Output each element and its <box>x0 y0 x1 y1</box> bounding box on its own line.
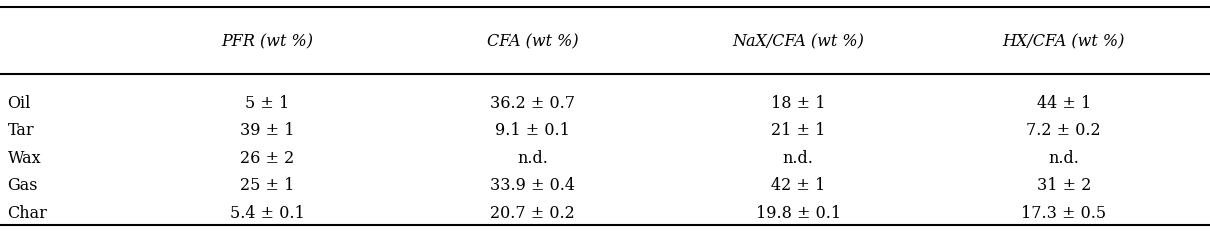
Text: 21 ± 1: 21 ± 1 <box>771 122 825 139</box>
Text: Char: Char <box>7 204 47 221</box>
Text: Tar: Tar <box>7 122 34 139</box>
Text: Gas: Gas <box>7 177 38 194</box>
Text: Oil: Oil <box>7 94 30 111</box>
Text: 39 ± 1: 39 ± 1 <box>240 122 294 139</box>
Text: 44 ± 1: 44 ± 1 <box>1037 94 1091 111</box>
Text: 9.1 ± 0.1: 9.1 ± 0.1 <box>495 122 570 139</box>
Text: 42 ± 1: 42 ± 1 <box>771 177 825 194</box>
Text: 5 ± 1: 5 ± 1 <box>244 94 289 111</box>
Text: 33.9 ± 0.4: 33.9 ± 0.4 <box>490 177 575 194</box>
Text: n.d.: n.d. <box>1048 149 1079 166</box>
Text: n.d.: n.d. <box>517 149 548 166</box>
Text: NaX/CFA (wt %): NaX/CFA (wt %) <box>732 33 864 50</box>
Text: CFA (wt %): CFA (wt %) <box>486 33 578 50</box>
Text: Wax: Wax <box>7 149 41 166</box>
Text: 19.8 ± 0.1: 19.8 ± 0.1 <box>755 204 841 221</box>
Text: 20.7 ± 0.2: 20.7 ± 0.2 <box>490 204 575 221</box>
Text: PFR (wt %): PFR (wt %) <box>221 33 313 50</box>
Text: 26 ± 2: 26 ± 2 <box>240 149 294 166</box>
Text: 17.3 ± 0.5: 17.3 ± 0.5 <box>1021 204 1106 221</box>
Text: 18 ± 1: 18 ± 1 <box>771 94 825 111</box>
Text: HX/CFA (wt %): HX/CFA (wt %) <box>1003 33 1125 50</box>
Text: 5.4 ± 0.1: 5.4 ± 0.1 <box>230 204 305 221</box>
Text: n.d.: n.d. <box>783 149 813 166</box>
Text: 25 ± 1: 25 ± 1 <box>240 177 294 194</box>
Text: 31 ± 2: 31 ± 2 <box>1037 177 1091 194</box>
Text: 7.2 ± 0.2: 7.2 ± 0.2 <box>1026 122 1101 139</box>
Text: 36.2 ± 0.7: 36.2 ± 0.7 <box>490 94 575 111</box>
